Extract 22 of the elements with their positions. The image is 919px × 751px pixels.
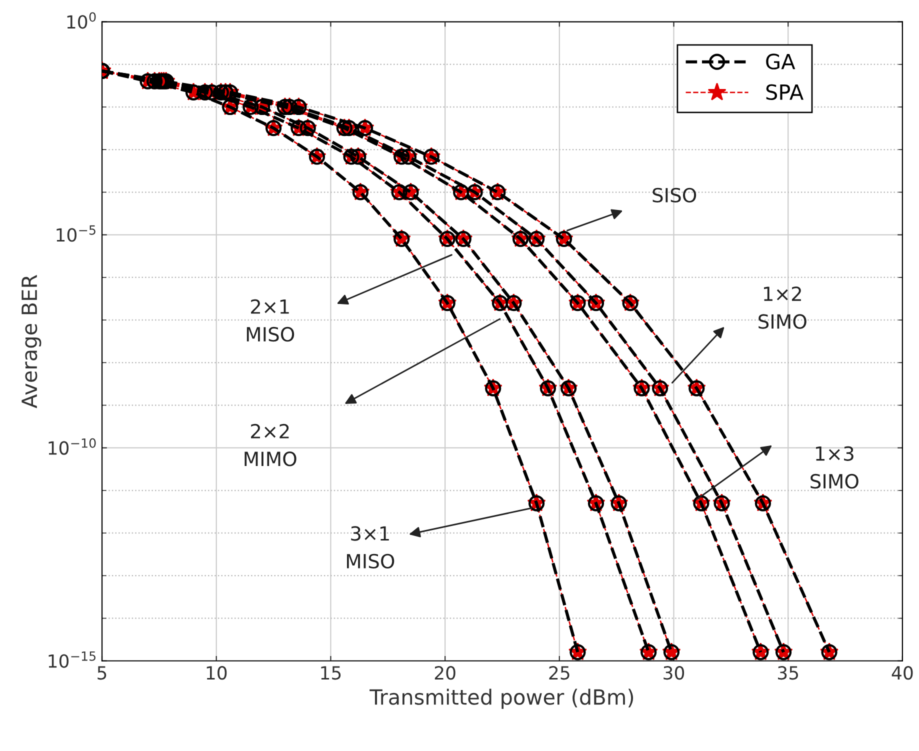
x-tick-label: 10 xyxy=(206,666,227,680)
x-tick-label: 20 xyxy=(434,666,456,680)
annotation: 1×3 SIMO xyxy=(810,446,858,489)
annotation: 1×2 SIMO xyxy=(758,286,806,329)
x-tick-label: 30 xyxy=(664,666,684,680)
legend-label: GA xyxy=(766,54,796,70)
legend-label: SPA xyxy=(766,84,804,100)
y-tick-label: 10$^{−10}$ xyxy=(48,438,96,455)
y-tick-label: 10$^{−5}$ xyxy=(56,225,96,242)
x-tick-label: 40 xyxy=(892,666,913,680)
y-tick-label: 10$^{−15}$ xyxy=(48,651,96,668)
annotation: 2×1 MISO xyxy=(246,299,294,342)
y-axis-title: Average BER xyxy=(22,274,42,408)
annotation: 2×2 MIMO xyxy=(244,424,296,466)
x-tick-label: 25 xyxy=(549,666,570,680)
x-tick-label: 35 xyxy=(778,666,798,680)
annotation: SISO xyxy=(652,188,696,203)
x-tick-label: 15 xyxy=(321,666,341,680)
annotation: 3×1 MISO xyxy=(346,526,394,569)
y-tick-label: 10$^{0}$ xyxy=(67,12,96,29)
x-axis-title: Transmitted power (dBm) xyxy=(370,688,634,709)
x-tick-label: 5 xyxy=(98,666,106,680)
